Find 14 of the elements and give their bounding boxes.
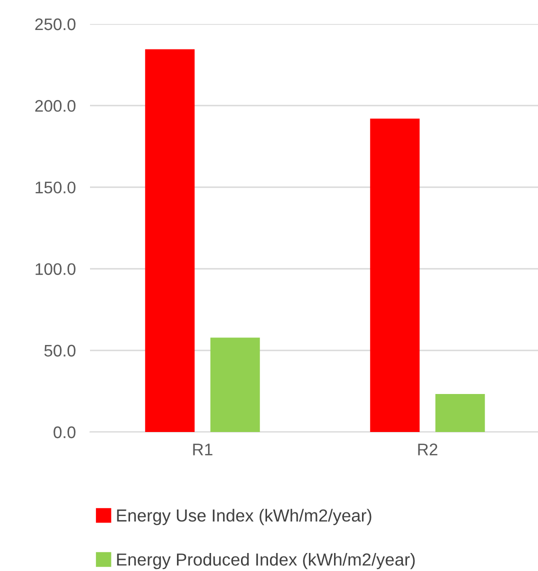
- x-tick-label: R2: [418, 444, 438, 456]
- bar: [370, 118, 420, 432]
- bar: [210, 338, 260, 432]
- y-tick-label: 250.0: [35, 18, 76, 30]
- bar: [435, 394, 485, 432]
- y-tick-label: 50.0: [44, 344, 76, 357]
- legend-label: Energy Use Index (kWh/m2/year): [117, 508, 372, 526]
- y-tick-label: 0.0: [54, 426, 76, 438]
- x-tick-label: R1: [193, 444, 212, 456]
- y-tick-label: 200.0: [35, 100, 76, 112]
- y-tick-label: 100.0: [36, 263, 76, 276]
- y-tick-label: 150.0: [36, 182, 76, 194]
- legend-label: Energy Produced Index (kWh/m2/year): [117, 552, 415, 570]
- bar: [145, 49, 195, 432]
